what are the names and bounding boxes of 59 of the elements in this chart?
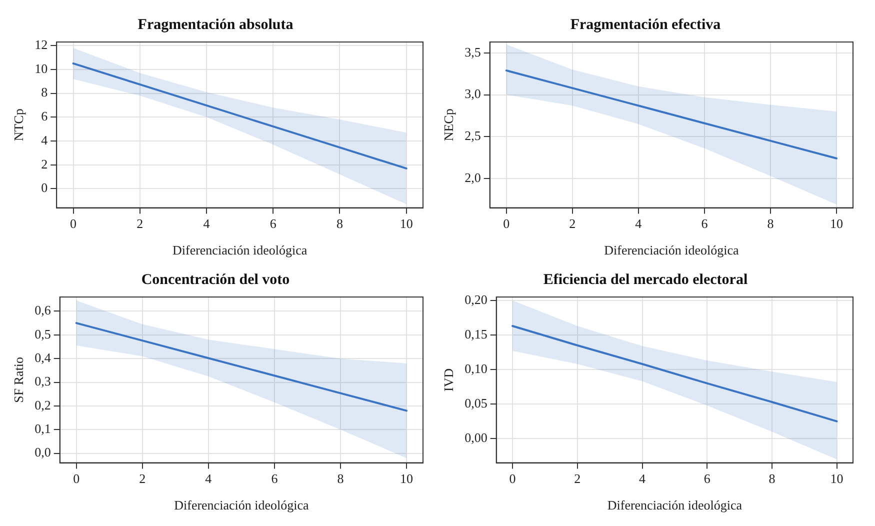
y-tick-label: 0,00: [464, 430, 488, 446]
y-tick-label: 0,05: [464, 396, 488, 410]
x-tick-label: 4: [639, 471, 646, 486]
x-tick-label: 8: [336, 216, 343, 232]
y-axis-title: NTCp: [11, 108, 26, 142]
x-tick-label: 2: [569, 216, 576, 232]
x-tick-label: 10: [400, 471, 413, 486]
x-tick-label: 2: [574, 471, 581, 486]
x-tick-label: 4: [635, 216, 642, 232]
y-axis-title: IVD: [441, 368, 456, 392]
x-tick-label: 6: [270, 216, 277, 232]
chart-title: Concentración del voto: [141, 272, 290, 288]
y-tick-label: 12: [34, 37, 48, 52]
x-tick-label: 0: [509, 471, 516, 486]
x-tick-label: 8: [768, 471, 776, 486]
y-axis-title: NECp: [441, 108, 456, 142]
y-tick-label: 8: [41, 84, 48, 100]
x-tick-label: 2: [139, 471, 146, 486]
y-tick-label: 6: [41, 108, 48, 124]
y-tick-label: 0,4: [34, 350, 52, 366]
x-axis-title: Diferenciación ideológica: [604, 242, 739, 258]
chart-title: Fragmentación efectiva: [570, 16, 722, 33]
x-tick-label: 6: [701, 216, 708, 232]
x-tick-label: 10: [830, 216, 843, 232]
x-tick-label: 0: [73, 471, 80, 486]
y-tick-label: 0,5: [34, 326, 51, 342]
y-tick-label: 3,5: [464, 44, 481, 60]
y-tick-label: 2: [41, 156, 48, 172]
x-tick-label: 6: [271, 471, 278, 486]
x-tick-label: 4: [205, 471, 212, 486]
y-tick-label: 0,3: [34, 374, 51, 389]
y-tick-label: 0: [41, 180, 48, 196]
x-tick-label: 0: [70, 216, 77, 232]
y-tick-label: 2,0: [464, 170, 481, 185]
x-tick-label: 10: [830, 471, 844, 486]
y-tick-label: 0,2: [34, 397, 51, 412]
y-tick-label: 0,20: [464, 292, 488, 307]
x-tick-label: 10: [400, 216, 413, 232]
y-tick-label: 0,1: [34, 421, 51, 436]
y-tick-label: 0,0: [34, 444, 51, 460]
x-tick-label: 8: [767, 216, 774, 232]
x-tick-label: 4: [203, 216, 210, 232]
x-axis-title: Diferenciación ideológica: [172, 242, 308, 258]
chart-title: Fragmentación absoluta: [138, 16, 294, 33]
y-tick-label: 0,15: [464, 326, 488, 342]
x-axis-title: Diferenciación ideológica: [607, 498, 742, 513]
chart-title: Eficiencia del mercado electoral: [543, 272, 748, 288]
y-tick-label: 2,5: [464, 128, 481, 144]
y-tick-label: 0,6: [34, 302, 52, 318]
y-tick-label: 10: [34, 60, 48, 76]
x-tick-label: 2: [136, 216, 144, 232]
x-axis-title: Diferenciación ideológica: [174, 498, 309, 513]
y-tick-label: 0,10: [464, 360, 488, 376]
y-axis-title: SF Ratio: [11, 356, 26, 403]
y-tick-label: 3,0: [464, 86, 481, 102]
x-tick-label: 0: [503, 216, 510, 232]
y-tick-label: 4: [41, 132, 48, 148]
x-tick-label: 6: [704, 471, 711, 486]
x-tick-label: 8: [337, 471, 344, 486]
